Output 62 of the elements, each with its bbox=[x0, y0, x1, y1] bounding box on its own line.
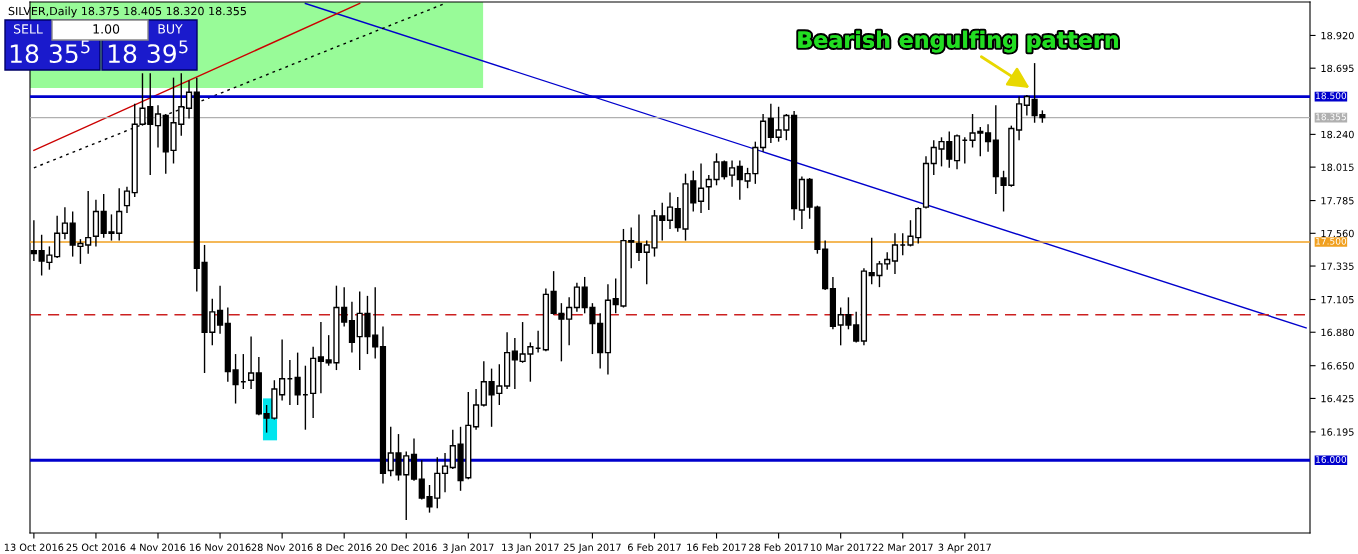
candlestick bbox=[666, 191, 674, 230]
candlestick bbox=[891, 232, 899, 275]
candlestick bbox=[216, 284, 224, 335]
annotation: 1.00 bbox=[93, 24, 120, 34]
x-tick-label: 4 Nov 2016 bbox=[130, 543, 186, 551]
candlestick bbox=[441, 452, 449, 493]
candlestick bbox=[317, 321, 325, 395]
candlestick bbox=[573, 282, 581, 313]
x-tick-label: 10 Mar 2017 bbox=[810, 543, 871, 551]
candlestick bbox=[279, 338, 286, 402]
candlestick bbox=[566, 296, 573, 347]
candlestick bbox=[984, 123, 992, 153]
candlestick bbox=[728, 159, 736, 188]
x-tick-label: 28 Nov 2016 bbox=[251, 543, 313, 551]
y-tick-label: 16.650 bbox=[1321, 362, 1354, 370]
candlestick bbox=[511, 337, 518, 390]
candlestick bbox=[767, 103, 774, 144]
candlestick bbox=[1023, 94, 1030, 117]
candlestick bbox=[185, 79, 193, 120]
x-tick-label: 22 Mar 2017 bbox=[872, 543, 933, 551]
annotation: 18 39$^{5}$ bbox=[108, 40, 188, 64]
candlestick bbox=[123, 186, 131, 214]
x-tick-label: 3 Apr 2017 bbox=[938, 543, 991, 553]
annotation: BUY bbox=[158, 24, 183, 34]
candlestick bbox=[154, 104, 162, 149]
annotation: Bearish engulfing pattern bbox=[798, 30, 1118, 53]
x-tick-label: 13 Oct 2016 bbox=[4, 543, 64, 551]
y-tick-label: 18.240 bbox=[1321, 130, 1354, 139]
y-tick-label: 16.195 bbox=[1321, 428, 1354, 436]
ref-line-label: 18.500 bbox=[1316, 92, 1347, 100]
x-tick-label: 8 Dec 2016 bbox=[316, 543, 372, 551]
x-tick-label: 25 Jan 2017 bbox=[564, 543, 621, 553]
x-tick-label: 20 Dec 2016 bbox=[375, 543, 437, 551]
candlestick bbox=[294, 351, 301, 406]
candlestick bbox=[54, 215, 61, 259]
candlestick bbox=[61, 206, 69, 240]
y-tick-label: 16.880 bbox=[1321, 328, 1354, 337]
y-tick-label: 18.015 bbox=[1321, 163, 1354, 171]
candlestick bbox=[348, 300, 356, 354]
ref-line-label: 16.000 bbox=[1316, 456, 1347, 463]
y-tick-label: 17.335 bbox=[1321, 262, 1354, 270]
x-tick-label: 25 Oct 2016 bbox=[66, 543, 126, 551]
candlestick bbox=[247, 335, 255, 390]
ref-line-label: 18.355 bbox=[1316, 113, 1346, 121]
x-tick-label: 13 Jan 2017 bbox=[502, 543, 559, 553]
y-tick-label: 17.560 bbox=[1321, 229, 1354, 238]
candlestick bbox=[697, 162, 705, 214]
annotation: 18 35$^{5}$ bbox=[10, 40, 90, 64]
ref-line-label: 17.500 bbox=[1316, 237, 1347, 245]
x-tick-label: 16 Nov 2016 bbox=[189, 543, 251, 551]
y-tick-label: 17.105 bbox=[1321, 295, 1354, 304]
y-tick-label: 17.785 bbox=[1321, 197, 1354, 205]
y-tick-label: 16.425 bbox=[1321, 394, 1354, 403]
annotation: SELL bbox=[13, 24, 43, 34]
x-tick-label: 6 Feb 2017 bbox=[628, 543, 681, 551]
x-tick-label: 16 Feb 2017 bbox=[687, 543, 746, 551]
candlestick bbox=[635, 213, 643, 262]
candlestick bbox=[472, 388, 480, 431]
x-tick-label: 3 Jan 2017 bbox=[443, 543, 494, 553]
y-tick-label: 18.920 bbox=[1321, 31, 1354, 40]
y-tick-label: 18.695 bbox=[1321, 64, 1354, 73]
x-tick-label: 28 Feb 2017 bbox=[749, 543, 809, 551]
